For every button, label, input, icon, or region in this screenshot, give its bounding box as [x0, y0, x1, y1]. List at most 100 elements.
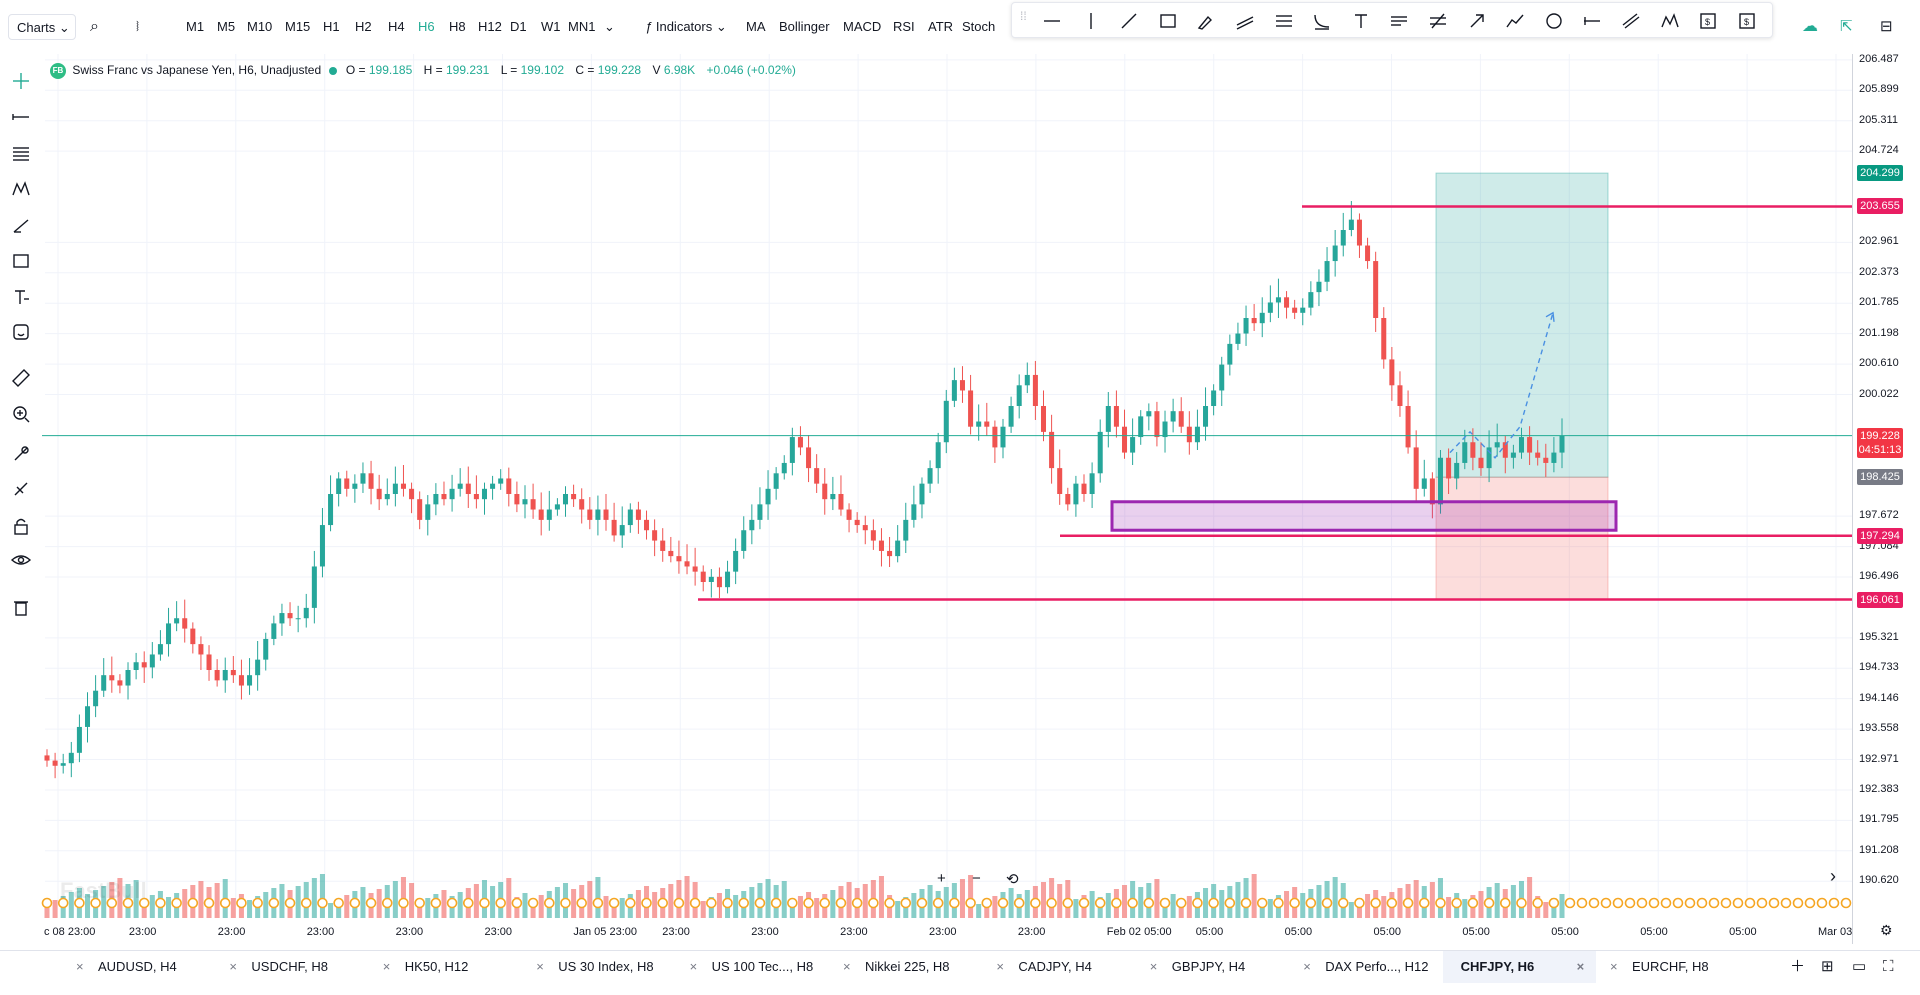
timeframe-d1[interactable]: D1: [510, 19, 527, 34]
chart-tab[interactable]: × GBPJPY, H4: [1136, 951, 1289, 983]
close-tab-icon[interactable]: ×: [1576, 959, 1585, 974]
chart-tab[interactable]: × CHFJPY, H6: [1442, 951, 1596, 983]
rectangle-icon[interactable]: [1156, 9, 1180, 33]
path-icon[interactable]: [1503, 9, 1527, 33]
close-tab-icon[interactable]: ×: [689, 959, 698, 974]
left-ruler-icon[interactable]: [9, 366, 33, 390]
left-eye-icon[interactable]: [9, 548, 33, 572]
long-position-icon[interactable]: $: [1696, 9, 1720, 33]
timeframe-h6[interactable]: H6: [418, 19, 435, 34]
timeframe-m5[interactable]: M5: [217, 19, 236, 34]
left-zoom-in-icon[interactable]: [9, 402, 33, 426]
window-icon[interactable]: ▭: [1852, 958, 1867, 975]
timeframe-w1[interactable]: W1: [541, 19, 561, 34]
fullscreen-icon[interactable]: ⛶: [1883, 958, 1894, 975]
layout-icon[interactable]: ⊞: [1821, 958, 1834, 975]
timeframe-m1[interactable]: M1: [186, 19, 205, 34]
chart-tab[interactable]: × HK50, H12: [369, 951, 522, 983]
chart-tab[interactable]: × US 100 Tec..., H8: [676, 951, 829, 983]
search-icon[interactable]: ⌕: [90, 18, 99, 35]
short-position-icon[interactable]: $: [1735, 9, 1759, 33]
range-icon[interactable]: [1580, 9, 1604, 33]
fib-icon[interactable]: [1272, 9, 1296, 33]
add-icon[interactable]: ＋: [1790, 958, 1806, 975]
close-tab-icon[interactable]: ×: [1303, 959, 1311, 974]
horizontal-line-icon[interactable]: [1040, 9, 1064, 33]
pitchfork-icon[interactable]: [1387, 9, 1411, 33]
channel-icon[interactable]: [1233, 9, 1257, 33]
text-icon[interactable]: [1349, 9, 1373, 33]
reset-chart-button[interactable]: ⟲: [1006, 871, 1019, 888]
drag-handle-icon[interactable]: ⁞⁞: [1020, 9, 1027, 23]
close-tab-icon[interactable]: ×: [229, 959, 237, 974]
timeframe-h4[interactable]: H4: [388, 19, 405, 34]
volume-bar: [376, 889, 382, 918]
indicator-atr[interactable]: ATR: [928, 19, 954, 34]
pattern-icon[interactable]: [1658, 9, 1682, 33]
close-tab-icon[interactable]: ×: [382, 959, 391, 974]
indicator-macd[interactable]: MACD: [843, 19, 882, 34]
candles-icon[interactable]: ⧘: [136, 18, 140, 35]
left-text-icon[interactable]: [9, 285, 33, 309]
scroll-right-button[interactable]: ›: [1830, 866, 1836, 886]
circle-icon[interactable]: [1542, 9, 1566, 33]
timeframe-m10[interactable]: M10: [247, 19, 273, 34]
indicators-button[interactable]: ƒ Indicators ⌄: [645, 19, 727, 34]
cloud-icon[interactable]: ☁: [1802, 18, 1818, 35]
timeframe-h12[interactable]: H12: [478, 19, 502, 34]
indicator-ma[interactable]: MA: [746, 19, 766, 34]
close-tab-icon[interactable]: ×: [996, 959, 1004, 974]
left-lock-icon[interactable]: [9, 514, 33, 538]
left-lock-draw-icon[interactable]: [9, 477, 33, 501]
chart-tab[interactable]: × US 30 Index, H8: [522, 951, 675, 983]
parallel-icon[interactable]: [1619, 9, 1643, 33]
left-trash-icon[interactable]: [9, 595, 33, 619]
close-tab-icon[interactable]: ×: [843, 959, 851, 974]
candle: [708, 576, 714, 582]
zoom-in-button[interactable]: +: [937, 870, 946, 887]
vertical-line-icon[interactable]: [1079, 9, 1103, 33]
close-tab-icon[interactable]: ×: [536, 959, 544, 974]
axis-settings-icon[interactable]: ⚙: [1880, 922, 1893, 938]
gann-icon[interactable]: [1426, 9, 1450, 33]
chart-tab[interactable]: × Nikkei 225, H8: [829, 951, 982, 983]
left-crosshair-icon[interactable]: [9, 69, 33, 93]
arrow-icon[interactable]: [1465, 9, 1489, 33]
timeframe-m15[interactable]: M15: [285, 19, 311, 34]
left-line-icon[interactable]: [9, 105, 33, 129]
timeframe-mn1[interactable]: MN1: [568, 19, 596, 34]
close-tab-icon[interactable]: ×: [1149, 959, 1158, 974]
indicator-rsi[interactable]: RSI: [893, 19, 915, 34]
candle: [571, 494, 577, 500]
timeframe-h2[interactable]: H2: [355, 19, 372, 34]
close-tab-icon[interactable]: ×: [1610, 959, 1618, 974]
close-tab-icon[interactable]: ×: [76, 959, 84, 974]
fib-arc-icon[interactable]: [1310, 9, 1334, 33]
brush-icon[interactable]: [1194, 9, 1218, 33]
chart-tab[interactable]: × USDCHF, H8: [215, 951, 368, 983]
left-magnet-icon[interactable]: [9, 442, 33, 466]
timeframe-h1[interactable]: H1: [323, 19, 340, 34]
chart-tab[interactable]: × CADJPY, H4: [982, 951, 1135, 983]
volume-bar: [409, 883, 415, 918]
left-pattern-icon[interactable]: [9, 177, 33, 201]
left-brush-icon[interactable]: [9, 214, 33, 238]
chart-tab[interactable]: × EURCHF, H8: [1596, 951, 1749, 983]
panel-icon[interactable]: ⊟: [1880, 18, 1893, 35]
chart-tab[interactable]: × DAX Perfo..., H12: [1289, 951, 1442, 983]
left-fib-levels-icon[interactable]: [9, 141, 33, 165]
left-emoji-icon[interactable]: [9, 320, 33, 344]
indicator-bollinger[interactable]: Bollinger: [779, 19, 830, 34]
left-rectangle-icon[interactable]: [9, 249, 33, 273]
symbol-name[interactable]: Swiss Franc vs Japanese Yen, H6, Unadjus…: [72, 63, 322, 77]
share-icon[interactable]: ⇱: [1840, 18, 1853, 35]
charts-menu-button[interactable]: Charts ⌄: [8, 14, 76, 40]
price-axis[interactable]: 206.487 205.899 205.311 204.724 202.961 202.3…: [1852, 53, 1920, 944]
chart-tab[interactable]: × AUDUSD, H4: [62, 951, 215, 983]
indicator-stoch[interactable]: Stoch: [962, 19, 996, 34]
timeframe-h8[interactable]: H8: [449, 19, 466, 34]
timeframe-more-icon[interactable]: ⌄: [604, 19, 615, 34]
zoom-out-button[interactable]: −: [972, 870, 981, 887]
trend-line-icon[interactable]: [1117, 9, 1141, 33]
